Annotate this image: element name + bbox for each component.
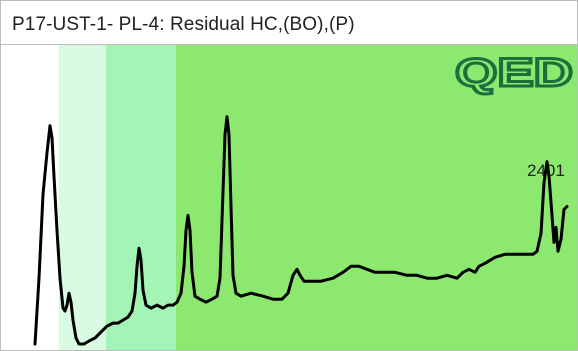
qed-logo: QED xyxy=(454,50,575,97)
band-light-green xyxy=(106,45,176,350)
trace-line-0 xyxy=(33,115,569,346)
band-green xyxy=(176,45,577,350)
band-white xyxy=(1,45,59,350)
qed-logo-text: QED xyxy=(455,51,573,95)
plot-area: QED 2401 xyxy=(0,44,578,351)
trace-group xyxy=(33,115,569,346)
chart-header: P17-UST-1- PL-4: Residual HC,(BO),(P) xyxy=(0,0,578,44)
chart-svg: QED 2401 xyxy=(33,50,575,346)
chart-title: P17-UST-1- PL-4: Residual HC,(BO),(P) xyxy=(12,14,355,35)
